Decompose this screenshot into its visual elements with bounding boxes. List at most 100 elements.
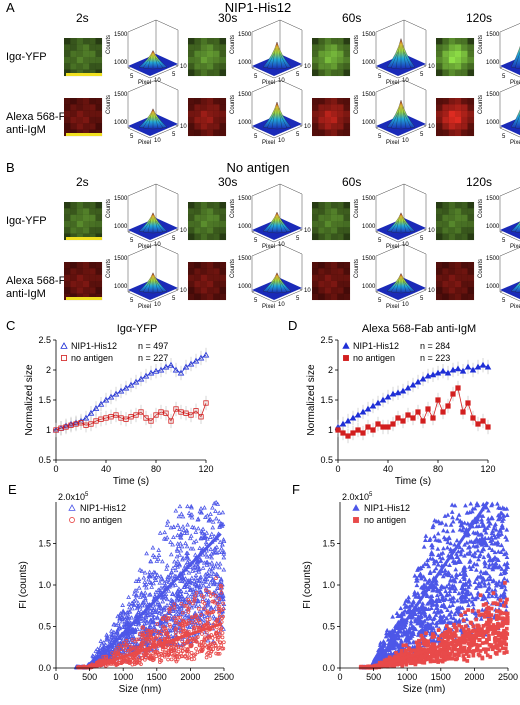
- scatter-point: [163, 593, 168, 598]
- scatter-point: [469, 509, 475, 514]
- scatter-point: [201, 595, 206, 599]
- scatter-point: [496, 579, 502, 584]
- scatter-point: [158, 585, 164, 590]
- scatter-point: [192, 590, 198, 595]
- scatter-point: [221, 555, 227, 560]
- surface-mesh-line: [266, 280, 275, 293]
- scatter-point: [424, 616, 430, 621]
- pixel-axis-label: Pixel: [510, 304, 520, 310]
- panel-a-title: NIP1-His12: [225, 0, 291, 15]
- y-tick-label: 1.5: [322, 539, 335, 549]
- scatter-point: [185, 593, 191, 598]
- scatter-point: [168, 624, 173, 629]
- scatter-point: [390, 645, 396, 651]
- scatter-point: [486, 523, 492, 528]
- scatter-point: [116, 650, 121, 654]
- scatter-point: [182, 641, 187, 646]
- data-point: [430, 415, 436, 421]
- scatter-point: [173, 592, 179, 597]
- z-tick: 1500: [114, 196, 128, 202]
- scatter-point: [424, 631, 428, 636]
- y-tick: 5: [296, 296, 300, 302]
- scatter-point: [494, 614, 499, 619]
- z-tick: 1000: [362, 60, 376, 66]
- scatter-point: [214, 572, 220, 577]
- x-tick: 5: [130, 134, 134, 140]
- panel-a-time-label: 120s: [466, 11, 492, 25]
- scatter-point: [164, 628, 168, 633]
- surface-floor: [500, 281, 520, 300]
- scatter-point: [485, 612, 490, 617]
- scatter-point: [373, 653, 379, 658]
- scatter-point: [153, 589, 159, 595]
- scatter-point: [193, 575, 199, 581]
- scatter-point: [503, 646, 508, 651]
- data-point: [350, 430, 356, 436]
- scatter-point: [168, 600, 174, 605]
- surface-mesh-line: [402, 216, 407, 233]
- x-axis-label: Time (s): [395, 476, 431, 487]
- scatter-point: [504, 554, 510, 560]
- surface-mesh-line: [271, 107, 276, 129]
- data-point: [172, 366, 180, 373]
- scatter-point: [368, 665, 373, 670]
- data-point: [379, 396, 387, 403]
- scatter-point: [193, 623, 197, 628]
- scatter-point: [175, 558, 181, 564]
- scatter-point: [479, 532, 485, 537]
- legend-label: no antigen: [353, 353, 395, 363]
- scatter-point: [221, 607, 225, 612]
- scatter-point: [474, 576, 479, 581]
- panel-a-micrograph: [64, 98, 103, 137]
- y-tick: 10: [304, 288, 311, 294]
- scatter-point: [162, 650, 167, 655]
- scatter-point: [98, 638, 104, 643]
- scatter-point: [173, 562, 179, 567]
- scatter-point: [472, 649, 476, 653]
- scatter-point: [429, 605, 434, 611]
- y-axis-label: FI (counts): [302, 561, 313, 609]
- scatter-point: [110, 651, 114, 655]
- scatter-point: [131, 598, 137, 603]
- scatter-point: [426, 656, 431, 661]
- data-point: [439, 367, 447, 374]
- scatter-point: [439, 584, 445, 589]
- scatter-point: [435, 655, 440, 660]
- scatter-point: [468, 501, 474, 506]
- scatter-point: [381, 638, 386, 644]
- scatter-point: [428, 659, 433, 664]
- data-point: [148, 418, 154, 424]
- scatter-point: [114, 662, 119, 666]
- data-point: [93, 418, 99, 424]
- scatter-point: [434, 601, 440, 606]
- z-tick: 1000: [486, 60, 500, 66]
- surface-mesh-line: [154, 216, 159, 233]
- scatter-point: [446, 655, 450, 660]
- scatter-point: [434, 588, 440, 593]
- scatter-point: [398, 617, 404, 622]
- panel-a-micrograph: [436, 98, 475, 137]
- scatter-point: [201, 640, 206, 645]
- scatter-point: [180, 524, 186, 529]
- y-tick: 5: [296, 236, 300, 242]
- scatter-point: [216, 518, 222, 524]
- scatter-point: [415, 567, 420, 572]
- scatter-point: [180, 610, 185, 615]
- scatter-point: [453, 575, 459, 580]
- scatter-point: [183, 581, 189, 587]
- scatter-point: [461, 565, 467, 570]
- scatter-point: [168, 597, 174, 602]
- scatter-point: [409, 615, 415, 620]
- scatter-point: [480, 656, 485, 661]
- scatter-point: [119, 614, 125, 619]
- scatter-point: [164, 535, 170, 540]
- scatter-point: [97, 645, 103, 650]
- scatter-point: [408, 633, 414, 638]
- z-tick: 1500: [362, 32, 376, 38]
- scatter-point: [165, 518, 171, 524]
- scatter-point: [141, 632, 145, 637]
- scatter-point: [495, 549, 501, 554]
- scatter-point: [175, 541, 181, 546]
- scatter-point: [138, 618, 144, 623]
- x-tick: 5: [502, 238, 506, 244]
